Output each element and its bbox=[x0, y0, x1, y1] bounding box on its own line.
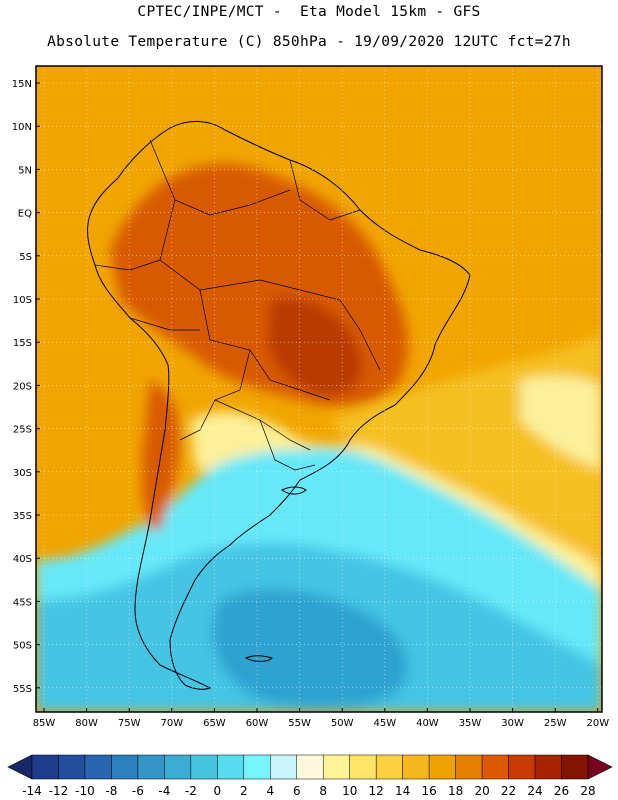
colorbar-label: 18 bbox=[448, 784, 463, 798]
colorbar-label: -4 bbox=[158, 784, 170, 798]
latitude-labels: 15N 10N 5N EQ 5S 10S 15S 20S 25S 30S 35S 40S 45S 50S 5… bbox=[12, 79, 40, 695]
lat-label: 5S bbox=[19, 252, 32, 263]
colorbar-swatch bbox=[508, 754, 536, 780]
lat-label: 35S bbox=[13, 511, 32, 522]
lon-label: 85W bbox=[33, 718, 56, 729]
colorbar-label: 28 bbox=[580, 784, 595, 798]
colorbar-swatch bbox=[402, 754, 430, 780]
colorbar-label: -6 bbox=[132, 784, 144, 798]
hot-core bbox=[268, 297, 362, 395]
title-line-2: Absolute Temperature (C) 850hPa - 19/09/… bbox=[47, 34, 571, 50]
lat-label: 15S bbox=[13, 338, 32, 349]
coldest-core bbox=[212, 589, 408, 709]
colorbar-swatch bbox=[111, 754, 139, 780]
lon-label: 30W bbox=[501, 718, 524, 729]
colorbar-label: 26 bbox=[554, 784, 569, 798]
colorbar-swatch bbox=[561, 754, 589, 780]
lat-label: 50S bbox=[13, 641, 32, 652]
colorbar-label: 4 bbox=[266, 784, 274, 798]
lat-label: 10S bbox=[13, 295, 32, 306]
colorbar-label: 6 bbox=[293, 784, 301, 798]
colorbar-swatch bbox=[296, 754, 324, 780]
colorbar-label: 0 bbox=[214, 784, 222, 798]
colorbar-swatch bbox=[534, 754, 562, 780]
colorbar: -14 -12 -10 -8 -6 -4 -2 0 2 4 6 8 10 12 14 16 18 20 22 24 26… bbox=[7, 754, 613, 798]
lon-label: 60W bbox=[246, 718, 269, 729]
longitude-labels: 85W 80W 75W 70W 65W 60W 55W 50W 45W 40W 35W 30W 25W 2… bbox=[33, 708, 609, 729]
colorbar-swatch bbox=[428, 754, 456, 780]
falkland-islands bbox=[244, 655, 273, 662]
colorbar-swatch bbox=[455, 754, 483, 780]
colorbar-swatch bbox=[481, 754, 509, 780]
colorbar-label: -12 bbox=[49, 784, 69, 798]
country-borders bbox=[94, 139, 381, 471]
colorbar-label: 10 bbox=[342, 784, 357, 798]
south-america-coastline bbox=[87, 121, 471, 690]
lon-label: 35W bbox=[459, 718, 482, 729]
colorbar-swatch bbox=[217, 754, 245, 780]
colorbar-left-arrow bbox=[7, 754, 33, 780]
lon-label: 20W bbox=[586, 718, 609, 729]
lon-label: 70W bbox=[160, 718, 183, 729]
lat-label: 30S bbox=[13, 468, 32, 479]
colorbar-label: 12 bbox=[369, 784, 384, 798]
lat-label: 45S bbox=[13, 597, 32, 608]
colorbar-swatch bbox=[270, 754, 298, 780]
title-line-1: CPTEC/INPE/MCT - Eta Model 15km - GFS bbox=[137, 4, 481, 20]
lon-label: 50W bbox=[331, 718, 354, 729]
colorbar-right-arrow bbox=[587, 754, 613, 780]
map-frame bbox=[35, 65, 603, 713]
lat-label: 55S bbox=[13, 684, 32, 695]
lon-label: 65W bbox=[203, 718, 226, 729]
lat-label: 5N bbox=[18, 165, 32, 176]
lon-label: 55W bbox=[288, 718, 311, 729]
lat-label: 20S bbox=[13, 381, 32, 392]
lon-label: 40W bbox=[416, 718, 439, 729]
uruguay-lagoon bbox=[281, 486, 307, 495]
colorbar-swatch bbox=[137, 754, 165, 780]
colorbar-label: -14 bbox=[22, 784, 42, 798]
colorbar-swatch bbox=[84, 754, 112, 780]
colorbar-swatch bbox=[243, 754, 271, 780]
colorbar-label: 14 bbox=[395, 784, 410, 798]
colorbar-swatch bbox=[322, 754, 350, 780]
lat-label: 15N bbox=[12, 79, 32, 90]
colorbar-label: 24 bbox=[527, 784, 542, 798]
lon-label: 25W bbox=[544, 718, 567, 729]
colorbar-label: 2 bbox=[240, 784, 248, 798]
colorbar-swatch bbox=[58, 754, 86, 780]
colorbar-swatch bbox=[349, 754, 377, 780]
colorbar-label: 20 bbox=[474, 784, 489, 798]
lat-label: 10N bbox=[12, 122, 32, 133]
colorbar-swatch bbox=[31, 754, 59, 780]
lon-label: 75W bbox=[118, 718, 141, 729]
lat-label: EQ bbox=[18, 209, 32, 220]
lat-label: 25S bbox=[13, 425, 32, 436]
colorbar-label: 16 bbox=[422, 784, 437, 798]
colorbar-swatch bbox=[164, 754, 192, 780]
colorbar-swatch bbox=[375, 754, 403, 780]
lon-label: 45W bbox=[373, 718, 396, 729]
colorbar-label: -2 bbox=[185, 784, 197, 798]
colorbar-label: -10 bbox=[75, 784, 95, 798]
lon-label: 80W bbox=[75, 718, 98, 729]
cool-zone-east bbox=[520, 375, 602, 470]
colorbar-label: 22 bbox=[501, 784, 516, 798]
colorbar-label: -8 bbox=[105, 784, 117, 798]
colorbar-label: 8 bbox=[319, 784, 327, 798]
temperature-field bbox=[36, 66, 602, 712]
colorbar-swatch bbox=[190, 754, 218, 780]
lat-label: 40S bbox=[13, 554, 32, 565]
